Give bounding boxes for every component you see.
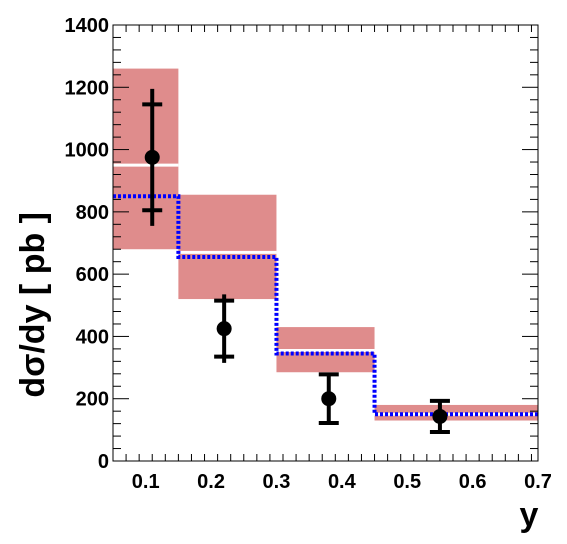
- y-tick-label-3: 600: [76, 264, 109, 286]
- y-axis-title: dσ/dy [ pb ]: [14, 212, 52, 398]
- band-1: [178, 194, 277, 300]
- y-tick-label-7: 1400: [65, 15, 110, 37]
- y-tick-label-5: 1000: [65, 140, 110, 162]
- theory-step-line: [113, 194, 538, 417]
- y-tick-label-0: 0: [98, 451, 109, 473]
- x-tick-label-2: 0.3: [263, 471, 291, 493]
- data-point-1: [216, 321, 232, 337]
- x-tick-label-6: 0.7: [524, 471, 552, 493]
- data-points: [142, 88, 450, 435]
- x-tick-label-1: 0.2: [197, 471, 225, 493]
- data-point-0: [144, 149, 160, 165]
- step-line: [113, 194, 538, 417]
- x-tick-label-5: 0.6: [459, 471, 487, 493]
- y-tick-label-4: 800: [76, 202, 109, 224]
- plot-frame: [112, 24, 539, 462]
- y-tick-label-1: 200: [76, 389, 109, 411]
- x-axis-title: y: [520, 496, 539, 534]
- y-tick-label-2: 400: [76, 326, 109, 348]
- x-tick-label-4: 0.5: [393, 471, 421, 493]
- y-tick-label-6: 1200: [65, 77, 110, 99]
- tick-labels: 0.1 0.2 0.3 0.4 0.5 0.6 0.7 0 200 400 600 800 1000 12…: [65, 15, 552, 493]
- axis-ticks: [112, 24, 538, 462]
- axes: [112, 24, 539, 462]
- data-point-2: [321, 391, 337, 407]
- x-tick-label-0: 0.1: [132, 471, 160, 493]
- x-tick-label-3: 0.4: [328, 471, 357, 493]
- data-point-3: [432, 408, 448, 424]
